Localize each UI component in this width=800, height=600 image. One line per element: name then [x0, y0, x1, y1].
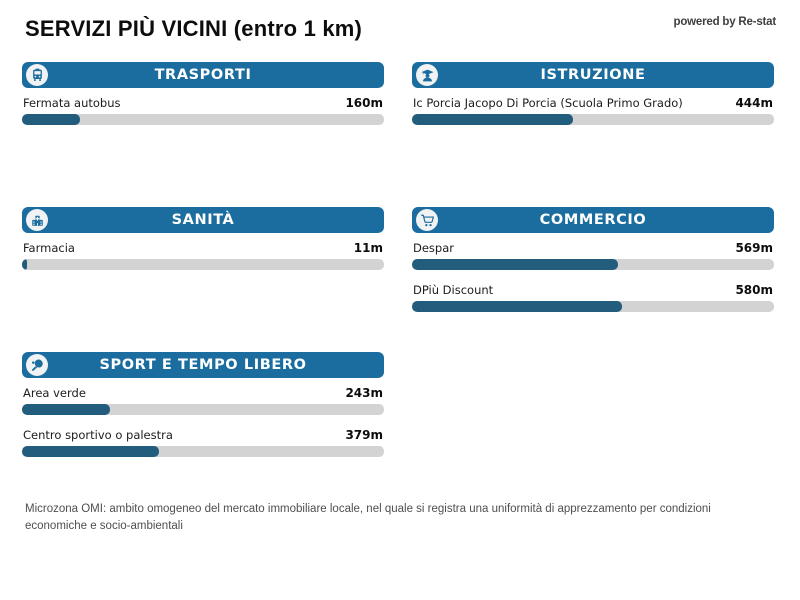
footnote: Microzona OMI: ambito omogeneo del merca… — [25, 503, 711, 532]
racket-icon — [26, 354, 48, 376]
category-card: SANITÀ Farmacia 11m — [22, 207, 384, 352]
service-item-head: DPiù Discount 580m — [412, 283, 774, 297]
category-items: Fermata autobus 160m — [22, 96, 384, 125]
distance-bar-track — [22, 114, 384, 125]
service-item: Area verde 243m — [22, 386, 384, 415]
service-label: Fermata autobus — [23, 96, 121, 110]
distance-value: 379m — [345, 428, 383, 442]
category-header: TRASPORTI — [22, 62, 384, 88]
service-item-head: Farmacia 11m — [22, 241, 384, 255]
page-header: SERVIZI PIÙ VICINI (entro 1 km) powered … — [0, 0, 800, 56]
service-item-head: Centro sportivo o palestra 379m — [22, 428, 384, 442]
distance-bar-track — [412, 259, 774, 270]
bus-icon — [26, 64, 48, 86]
categories-grid: TRASPORTI Fermata autobus 160m ISTRUZION… — [22, 62, 774, 497]
service-item: Farmacia 11m — [22, 241, 384, 270]
category-items: Area verde 243m Centro sportivo o palest… — [22, 386, 384, 457]
service-label: Ic Porcia Jacopo Di Porcia (Scuola Primo… — [413, 96, 683, 110]
category-title: COMMERCIO — [539, 212, 647, 228]
distance-bar-fill — [22, 114, 80, 125]
service-label: Farmacia — [23, 241, 75, 255]
distance-bar-track — [22, 259, 384, 270]
service-item: DPiù Discount 580m — [412, 283, 774, 312]
category-card: TRASPORTI Fermata autobus 160m — [22, 62, 384, 207]
service-label: DPiù Discount — [413, 283, 494, 297]
category-card: COMMERCIO Despar 569m DPiù Discount 580m — [412, 207, 774, 352]
service-label: Area verde — [23, 386, 86, 400]
category-title: SPORT E TEMPO LIBERO — [99, 357, 307, 373]
service-item: Despar 569m — [412, 241, 774, 270]
category-header: ISTRUZIONE — [412, 62, 774, 88]
category-card: ISTRUZIONE Ic Porcia Jacopo Di Porcia (S… — [412, 62, 774, 207]
distance-value: 160m — [345, 96, 383, 110]
service-item: Centro sportivo o palestra 379m — [22, 428, 384, 457]
distance-bar-fill — [22, 404, 110, 415]
hospital-icon — [26, 209, 48, 231]
category-items: Despar 569m DPiù Discount 580m — [412, 241, 774, 312]
category-title: ISTRUZIONE — [540, 67, 646, 83]
distance-bar-fill — [412, 259, 618, 270]
service-item-head: Area verde 243m — [22, 386, 384, 400]
page-title: SERVIZI PIÙ VICINI (entro 1 km) — [25, 16, 363, 41]
category-items: Ic Porcia Jacopo Di Porcia (Scuola Primo… — [412, 96, 774, 125]
category-title: TRASPORTI — [154, 67, 252, 83]
category-header: SANITÀ — [22, 207, 384, 233]
category-items: Farmacia 11m — [22, 241, 384, 270]
graduate-icon — [416, 64, 438, 86]
service-label: Despar — [413, 241, 454, 255]
powered-by-label: powered by Re-stat — [673, 16, 777, 28]
service-item: Fermata autobus 160m — [22, 96, 384, 125]
category-card: SPORT E TEMPO LIBERO Area verde 243m Cen… — [22, 352, 384, 497]
category-title: SANITÀ — [171, 212, 235, 228]
distance-value: 243m — [345, 386, 383, 400]
distance-value: 444m — [735, 96, 773, 110]
distance-value: 580m — [735, 283, 773, 297]
category-header: COMMERCIO — [412, 207, 774, 233]
service-item-head: Despar 569m — [412, 241, 774, 255]
distance-value: 11m — [353, 241, 383, 255]
service-item-head: Fermata autobus 160m — [22, 96, 384, 110]
distance-bar-track — [22, 446, 384, 457]
distance-bar-fill — [22, 259, 27, 270]
service-item: Ic Porcia Jacopo Di Porcia (Scuola Primo… — [412, 96, 774, 125]
cart-icon — [416, 209, 438, 231]
distance-bar-track — [412, 301, 774, 312]
distance-bar-track — [412, 114, 774, 125]
distance-bar-fill — [22, 446, 160, 457]
distance-bar-fill — [412, 301, 622, 312]
distance-bar-track — [22, 404, 384, 415]
distance-value: 569m — [735, 241, 773, 255]
distance-bar-fill — [412, 114, 573, 125]
service-label: Centro sportivo o palestra — [23, 428, 173, 442]
category-header: SPORT E TEMPO LIBERO — [22, 352, 384, 378]
service-item-head: Ic Porcia Jacopo Di Porcia (Scuola Primo… — [412, 96, 774, 110]
